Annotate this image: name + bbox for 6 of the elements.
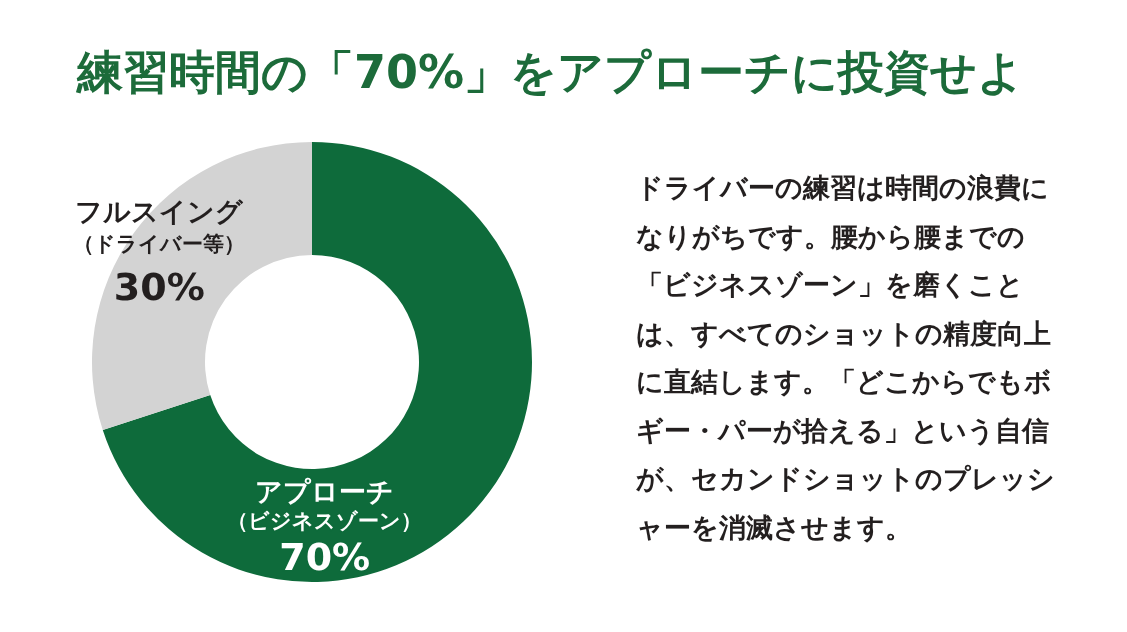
text: ドライバーの練習は時間の浪費になりがちです。腰から腰までの「ビジネスゾーン」を磨くことは、すべてのショットの精度向上に直結します。「どこからでもボギー・パーが拾える」という自信が、セカンドショットのプレッシャーを消滅させます。	[636, 171, 1056, 545]
slice-label: フルスイング（ドライバー等）	[73, 195, 246, 257]
slice-label: アプローチ（ビジネスゾーン）	[227, 476, 423, 533]
data-label: 70%	[279, 534, 371, 579]
chart-title: 練習時間の「70%」をアプローチに投資せよ	[75, 45, 1025, 99]
data-label: 30%	[113, 265, 205, 310]
